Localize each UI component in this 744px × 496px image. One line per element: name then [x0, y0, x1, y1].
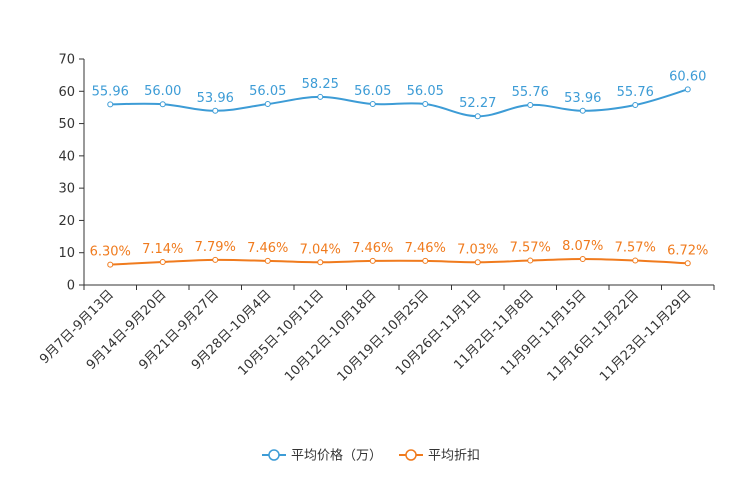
y-tick-label: 20: [58, 214, 75, 229]
y-tick-label: 30: [58, 182, 75, 197]
data-label: 7.57%: [510, 241, 551, 256]
y-tick-label: 70: [58, 53, 75, 68]
data-point: [369, 101, 376, 108]
data-label: 56.05: [249, 84, 286, 99]
data-label: 55.76: [512, 85, 549, 100]
data-point: [107, 101, 114, 108]
data-label: 7.46%: [352, 241, 393, 256]
legend-item-2: 平均折扣: [399, 449, 480, 464]
data-point: [212, 256, 219, 263]
data-label: 60.60: [669, 69, 706, 84]
x-tick-label: 11月23日-11月29日: [597, 287, 694, 384]
series-1: 55.96 56.00 53.96 56.05 58.25 56.05 56.05 52.27…: [92, 69, 706, 120]
data-label: 7.57%: [615, 241, 656, 256]
y-tick-label: 0: [67, 279, 75, 294]
legend-label: 平均价格（万）: [291, 448, 382, 464]
legend-item-1: 平均价格（万）: [262, 448, 382, 464]
data-point: [527, 257, 534, 264]
y-tick-label: 60: [58, 85, 75, 100]
legend-marker: [405, 449, 417, 461]
data-point: [422, 257, 429, 264]
data-label: 7.04%: [300, 242, 341, 257]
data-point: [264, 101, 271, 108]
chart-legend: 平均价格（万） 平均折扣: [262, 448, 480, 464]
series-line: [110, 88, 689, 118]
chart-series: 55.96 56.00 53.96 56.05 58.25 56.05 56.05 52.27…: [90, 69, 708, 268]
legend-marker: [268, 449, 280, 461]
data-label: 53.96: [197, 91, 234, 106]
data-label: 55.96: [92, 84, 129, 99]
data-label: 55.76: [617, 85, 654, 100]
data-label: 7.14%: [142, 242, 183, 257]
data-point: [107, 261, 114, 268]
legend-label: 平均折扣: [428, 449, 480, 464]
data-label: 56.05: [407, 84, 444, 99]
chart-axes: 0102030405060709月7日-9月13日9月14日-9月20日9月21…: [37, 53, 715, 385]
data-point: [474, 259, 481, 266]
data-point: [369, 257, 376, 264]
x-tick-label: 10月12日-10月18日: [282, 287, 379, 384]
series-2: 6.30% 7.14% 7.79% 7.46% 7.04% 7.46% 7.46% 7.03%…: [90, 239, 708, 268]
data-point: [159, 101, 166, 108]
data-label: 53.96: [564, 91, 601, 106]
y-tick-label: 10: [58, 246, 75, 261]
data-point: [159, 258, 166, 265]
data-point: [317, 259, 324, 266]
y-tick-label: 40: [58, 149, 75, 164]
data-label: 7.03%: [457, 242, 498, 257]
data-point: [632, 101, 639, 108]
x-tick-label: 10月19日-10月25日: [335, 287, 432, 384]
data-point: [212, 107, 219, 114]
data-point: [579, 255, 586, 262]
data-label: 6.30%: [90, 245, 131, 260]
data-label: 56.05: [354, 84, 391, 99]
data-point: [422, 101, 429, 108]
data-label: 52.27: [459, 96, 496, 111]
data-point: [264, 257, 271, 264]
data-point: [684, 260, 691, 267]
data-label: 58.25: [302, 77, 339, 92]
data-point: [579, 107, 586, 114]
data-label: 7.79%: [195, 240, 236, 255]
data-point: [527, 101, 534, 108]
data-label: 7.46%: [405, 241, 446, 256]
data-point: [684, 86, 691, 93]
data-label: 8.07%: [562, 239, 603, 254]
data-label: 56.00: [144, 84, 181, 99]
x-tick-label: 11月16日-11月22日: [545, 287, 642, 384]
data-label: 7.46%: [247, 241, 288, 256]
data-point: [317, 93, 324, 100]
data-point: [474, 113, 481, 120]
data-point: [632, 257, 639, 264]
data-label: 6.72%: [667, 243, 708, 258]
y-tick-label: 50: [58, 117, 75, 132]
series-line: [110, 257, 688, 266]
